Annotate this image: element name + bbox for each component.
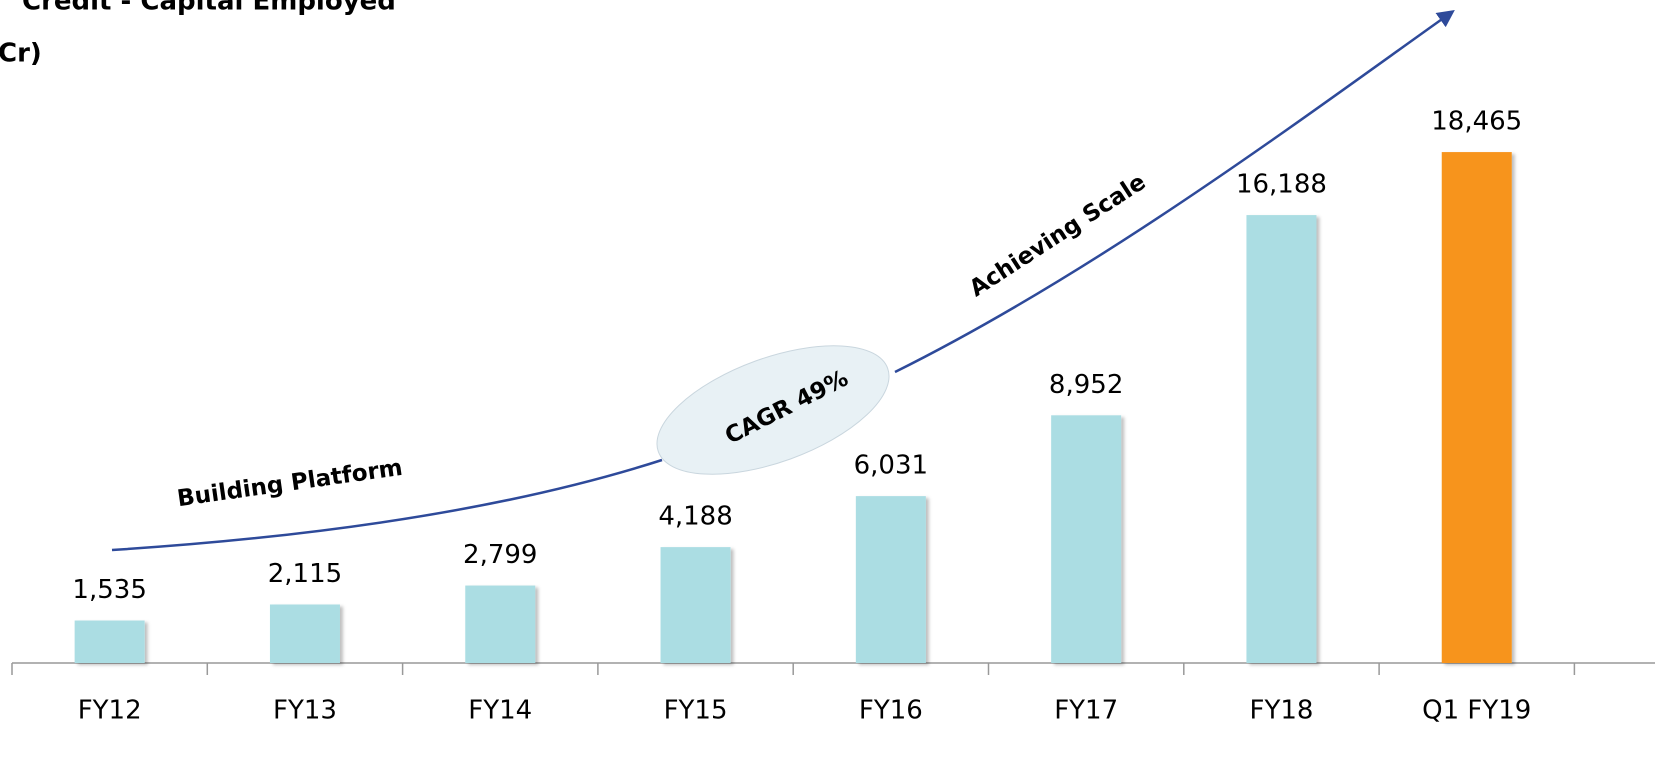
bar: [74, 620, 145, 663]
annotation: Building Platform: [176, 455, 405, 512]
value-label: 1,535: [72, 575, 146, 605]
value-label: 16,188: [1236, 170, 1327, 200]
bar: [1246, 215, 1317, 663]
value-label: 4,188: [658, 502, 732, 532]
bar: [1051, 415, 1122, 663]
trend-curve: [111, 458, 663, 552]
chart-title: Credit - Capital Employed: [22, 0, 396, 17]
chart-subtitle: Cr): [0, 39, 42, 69]
x-tick-label: FY15: [664, 696, 728, 726]
bar: [1441, 152, 1512, 663]
value-label: 2,799: [463, 540, 537, 570]
x-tick-label: FY13: [273, 696, 337, 726]
bar: [660, 547, 731, 663]
value-label: 8,952: [1049, 370, 1123, 400]
x-tick-label: FY18: [1249, 696, 1313, 726]
x-tick-label: Q1 FY19: [1422, 696, 1531, 726]
value-label: 18,465: [1431, 107, 1522, 137]
cagr-ellipse: [656, 345, 890, 475]
value-label: 6,031: [854, 451, 928, 481]
value-label: 2,115: [268, 559, 342, 589]
bar: [855, 496, 926, 663]
x-tick-label: FY12: [78, 696, 142, 726]
x-tick-label: FY14: [468, 696, 532, 726]
x-tick-label: FY16: [859, 696, 923, 726]
bar: [465, 585, 536, 663]
bar: [269, 604, 340, 663]
trend-arrow: [894, 9, 1455, 374]
x-tick-label: FY17: [1054, 696, 1118, 726]
